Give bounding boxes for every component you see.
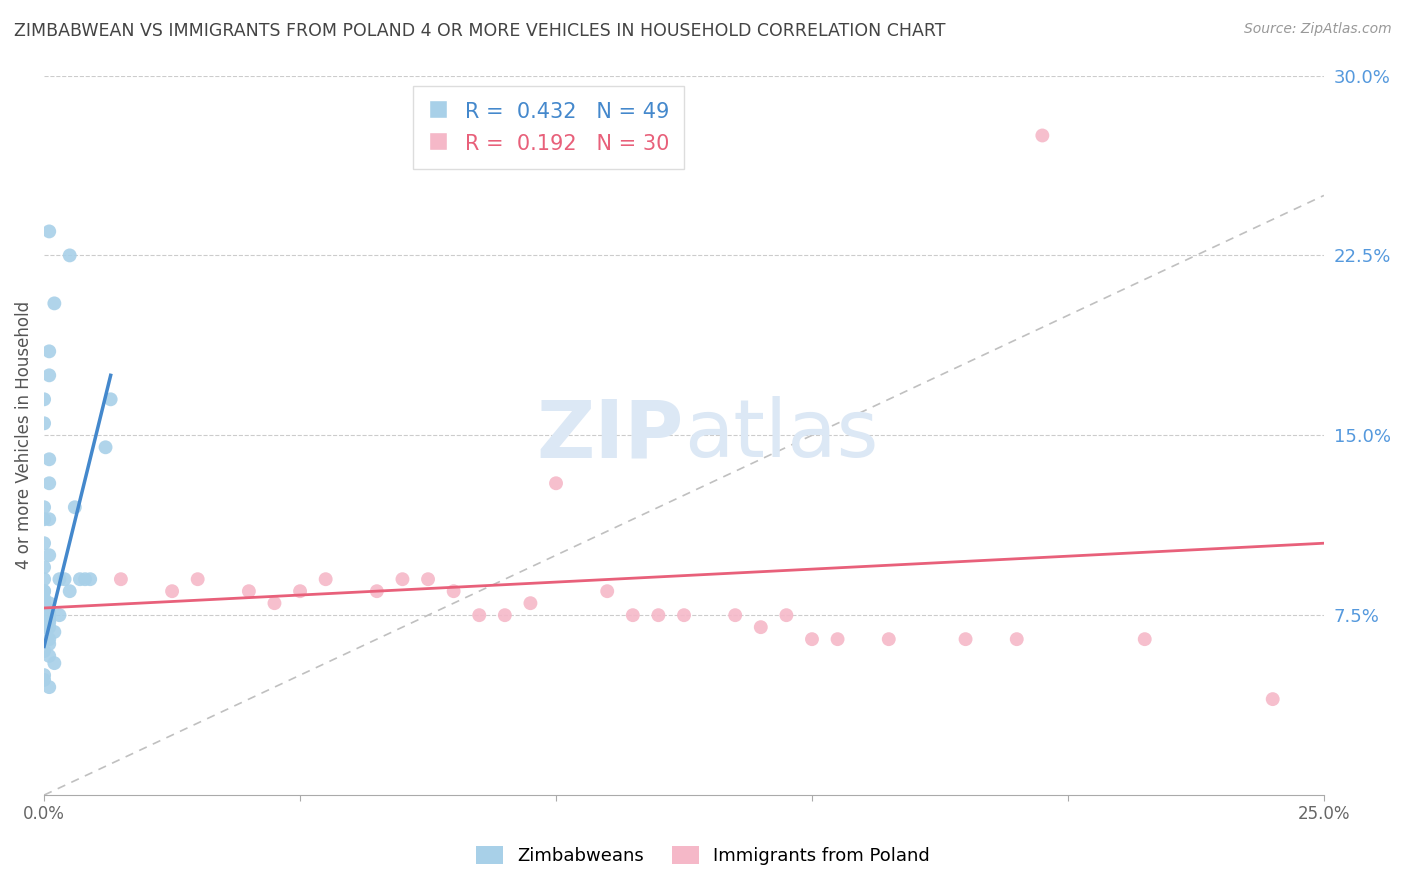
Legend: R =  0.432   N = 49, R =  0.192   N = 30: R = 0.432 N = 49, R = 0.192 N = 30: [413, 86, 683, 169]
Point: [391, 572, 413, 586]
Point: [877, 632, 900, 647]
Point: [263, 596, 285, 610]
Point: [75, 572, 97, 586]
Point: [38, 680, 60, 694]
Point: [38, 608, 60, 623]
Point: [69, 572, 91, 586]
Point: [596, 584, 619, 599]
Point: [160, 584, 183, 599]
Point: [468, 608, 491, 623]
Point: [38, 632, 60, 647]
Point: [801, 632, 824, 647]
Point: [32, 500, 55, 515]
Point: [32, 572, 55, 586]
Point: [38, 224, 60, 238]
Point: [38, 648, 60, 663]
Point: [38, 637, 60, 651]
Text: ZIMBABWEAN VS IMMIGRANTS FROM POLAND 4 OR MORE VEHICLES IN HOUSEHOLD CORRELATION: ZIMBABWEAN VS IMMIGRANTS FROM POLAND 4 O…: [14, 22, 946, 40]
Point: [38, 613, 60, 627]
Point: [32, 608, 55, 623]
Y-axis label: 4 or more Vehicles in Household: 4 or more Vehicles in Household: [15, 301, 32, 569]
Point: [32, 392, 55, 407]
Point: [32, 536, 55, 550]
Point: [32, 620, 55, 634]
Point: [1133, 632, 1156, 647]
Point: [32, 512, 55, 526]
Point: [38, 603, 60, 617]
Point: [32, 601, 55, 615]
Legend: Zimbabweans, Immigrants from Poland: Zimbabweans, Immigrants from Poland: [467, 837, 939, 874]
Point: [32, 673, 55, 687]
Point: [38, 596, 60, 610]
Point: [827, 632, 849, 647]
Point: [32, 560, 55, 574]
Point: [32, 596, 55, 610]
Point: [32, 584, 55, 599]
Point: [94, 440, 117, 454]
Point: [315, 572, 337, 586]
Point: [32, 584, 55, 599]
Point: [53, 572, 76, 586]
Point: [621, 608, 644, 623]
Point: [1261, 692, 1284, 706]
Point: [38, 512, 60, 526]
Point: [1031, 128, 1053, 143]
Point: [32, 668, 55, 682]
Point: [38, 452, 60, 467]
Point: [443, 584, 465, 599]
Point: [288, 584, 311, 599]
Point: [724, 608, 747, 623]
Point: [749, 620, 772, 634]
Point: [38, 368, 60, 383]
Point: [38, 620, 60, 634]
Text: Source: ZipAtlas.com: Source: ZipAtlas.com: [1244, 22, 1392, 37]
Text: atlas: atlas: [683, 396, 879, 475]
Point: [44, 656, 66, 670]
Point: [672, 608, 695, 623]
Point: [59, 248, 82, 262]
Point: [187, 572, 209, 586]
Point: [544, 476, 567, 491]
Point: [63, 500, 86, 515]
Point: [366, 584, 388, 599]
Point: [110, 572, 132, 586]
Point: [48, 608, 70, 623]
Point: [32, 591, 55, 606]
Point: [59, 584, 82, 599]
Point: [48, 572, 70, 586]
Point: [416, 572, 439, 586]
Point: [38, 344, 60, 359]
Point: [44, 624, 66, 639]
Point: [775, 608, 797, 623]
Point: [32, 644, 55, 658]
Point: [38, 615, 60, 630]
Text: ZIP: ZIP: [537, 396, 683, 475]
Point: [38, 476, 60, 491]
Point: [494, 608, 516, 623]
Point: [1005, 632, 1028, 647]
Point: [44, 296, 66, 310]
Point: [38, 608, 60, 623]
Point: [38, 548, 60, 562]
Point: [955, 632, 977, 647]
Point: [519, 596, 541, 610]
Point: [238, 584, 260, 599]
Point: [79, 572, 101, 586]
Point: [647, 608, 669, 623]
Point: [32, 417, 55, 431]
Point: [100, 392, 122, 407]
